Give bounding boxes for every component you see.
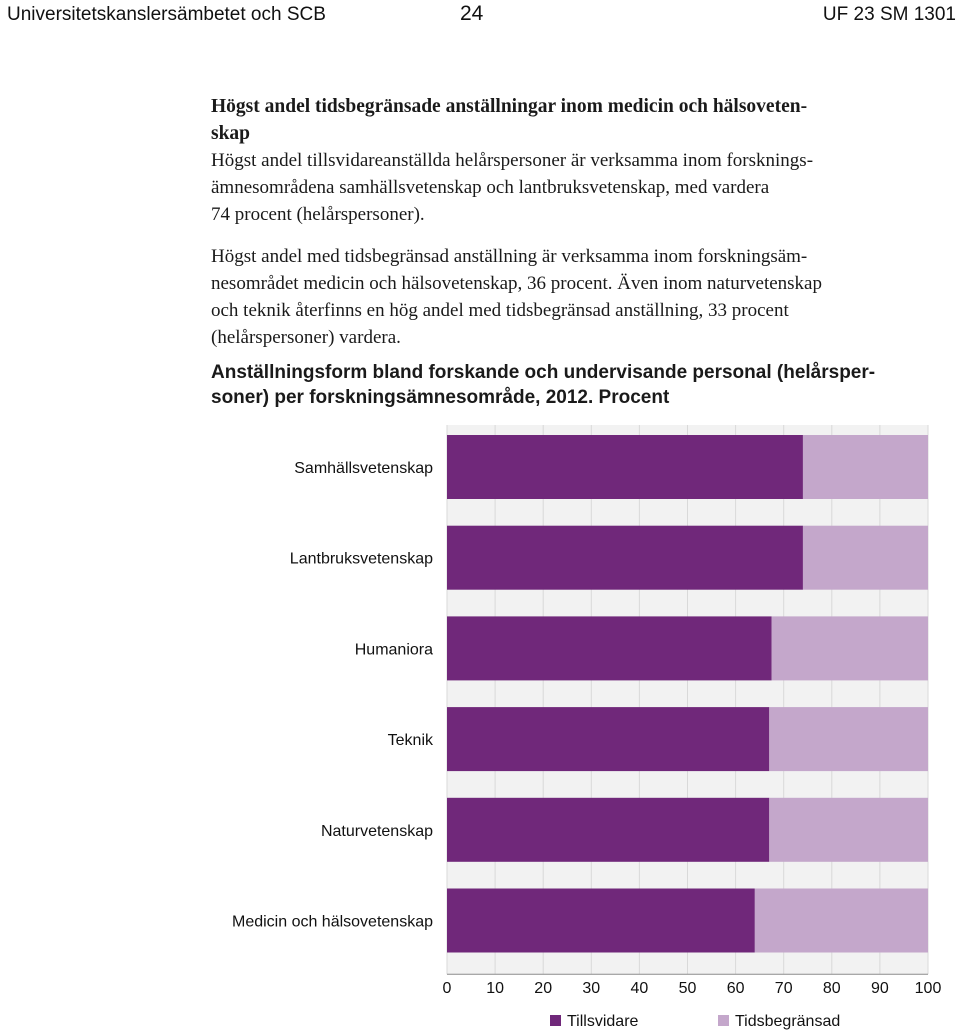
paragraph-1: Högst andel tillsvidareanställda helårsp… bbox=[211, 147, 960, 228]
chart-gridlines bbox=[446, 425, 929, 975]
report-id: UF 23 SM 1301 bbox=[822, 4, 956, 25]
x-tick-label: 10 bbox=[486, 980, 504, 997]
heading-line-1: Högst andel tidsbegränsade anställningar… bbox=[211, 96, 808, 117]
chart-category-labels: Samhällsvetenskap Lantbruksvetenskap Human… bbox=[232, 460, 434, 931]
x-tick-label: 0 bbox=[443, 980, 452, 997]
x-tick-label: 40 bbox=[631, 980, 649, 997]
paragraph-2-line: och teknik återfinns en hög andel med ti… bbox=[211, 300, 789, 321]
x-tick-label: 20 bbox=[534, 980, 552, 997]
bar-tillsvidare bbox=[447, 707, 770, 772]
heading-line-2: skap bbox=[211, 123, 251, 144]
chart-title-line-2: soner) per forskningsämnesområde, 2012. … bbox=[211, 387, 670, 408]
page-number: 24 bbox=[460, 2, 484, 25]
legend-label: Tillsvidare bbox=[567, 1013, 639, 1030]
paragraph-2-line: (helårspersoner) vardera. bbox=[211, 327, 401, 348]
bar-tidsbegransad bbox=[754, 888, 928, 953]
x-tick-label: 90 bbox=[871, 980, 889, 997]
paragraph-2-line: Högst andel med tidsbegränsad anställnin… bbox=[211, 246, 808, 267]
bar-tillsvidare bbox=[447, 525, 803, 590]
category-label: Teknik bbox=[388, 732, 434, 749]
bar-tidsbegransad bbox=[771, 616, 928, 681]
bar-tidsbegransad bbox=[769, 707, 928, 772]
legend-swatch bbox=[550, 1015, 561, 1026]
x-tick-label: 50 bbox=[679, 980, 697, 997]
bar-tidsbegransad bbox=[769, 797, 928, 862]
legend-swatch bbox=[718, 1015, 729, 1026]
chart-title: Anställningsform bland forskande och und… bbox=[211, 360, 960, 410]
section-heading: Högst andel tidsbegränsade anställningar… bbox=[211, 93, 931, 147]
bar-tillsvidare bbox=[447, 435, 803, 499]
paragraph-1-line: ämnesområdena samhällsvetenskap och lant… bbox=[211, 177, 770, 198]
category-label: Lantbruksvetenskap bbox=[290, 551, 433, 568]
chart-title-line-1: Anställningsform bland forskande och und… bbox=[211, 362, 876, 383]
chart-x-axis: 0 10 20 30 40 50 60 70 80 90 100 bbox=[443, 980, 942, 997]
header-publisher: Universitetskanslersämbetet och SCB bbox=[7, 4, 326, 25]
legend-item: Tidsbegränsad bbox=[718, 1013, 840, 1030]
category-label: Samhällsvetenskap bbox=[294, 460, 433, 477]
bar-tillsvidare bbox=[447, 888, 755, 953]
category-label: Naturvetenskap bbox=[321, 823, 433, 840]
x-tick-label: 60 bbox=[727, 980, 745, 997]
chart-legend: Tillsvidare Tidsbegränsad bbox=[550, 1013, 840, 1030]
x-tick-label: 30 bbox=[582, 980, 600, 997]
paragraph-2-line: nesområdet medicin och hälsovetenskap, 3… bbox=[211, 273, 822, 294]
x-tick-label: 80 bbox=[823, 980, 841, 997]
paragraph-1-line: 74 procent (helårspersoner). bbox=[211, 204, 425, 225]
x-tick-label: 70 bbox=[775, 980, 793, 997]
bar-tillsvidare bbox=[447, 616, 772, 681]
category-label: Medicin och hälsovetenskap bbox=[232, 914, 433, 931]
category-label: Humaniora bbox=[355, 641, 433, 658]
bar-tidsbegransad bbox=[802, 435, 928, 499]
bar-tillsvidare bbox=[447, 797, 770, 862]
x-tick-label: 100 bbox=[915, 980, 942, 997]
bar-tidsbegransad bbox=[802, 525, 928, 590]
legend-label: Tidsbegränsad bbox=[735, 1013, 840, 1030]
chart-bars bbox=[447, 435, 928, 953]
legend-item: Tillsvidare bbox=[550, 1013, 639, 1030]
paragraph-1-line: Högst andel tillsvidareanställda helårsp… bbox=[211, 150, 814, 171]
paragraph-2: Högst andel med tidsbegränsad anställnin… bbox=[211, 243, 960, 351]
